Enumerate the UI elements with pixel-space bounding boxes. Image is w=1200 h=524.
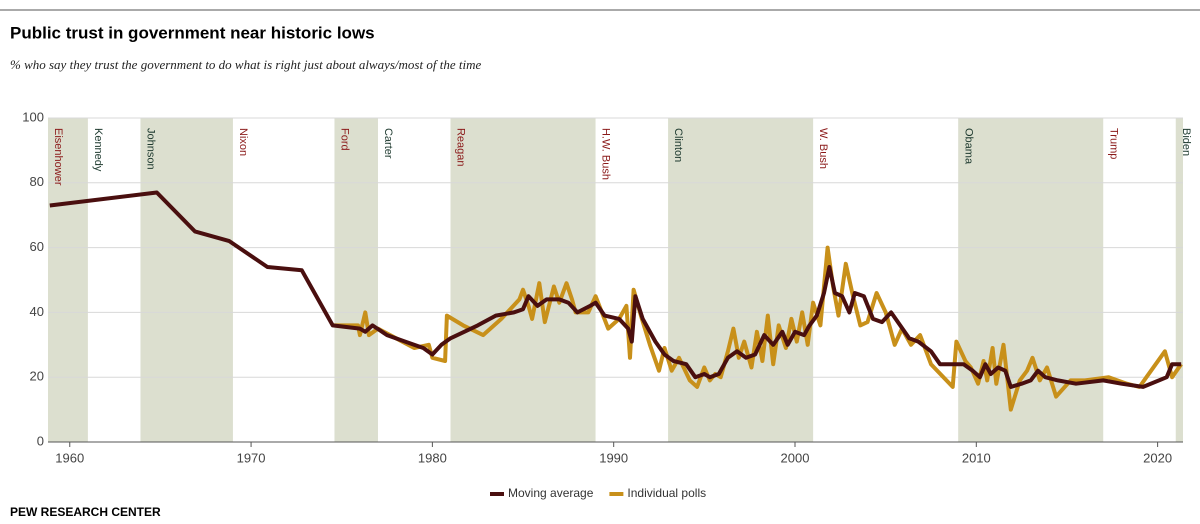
y-tick-label: 0 bbox=[37, 433, 44, 448]
series-line bbox=[49, 190, 1182, 389]
period-band bbox=[450, 118, 596, 442]
period-label: Nixon bbox=[237, 128, 249, 156]
legend-label: Individual polls bbox=[627, 486, 706, 500]
x-tick-label: 1960 bbox=[55, 450, 84, 465]
period-band bbox=[668, 118, 814, 442]
period-band bbox=[1175, 118, 1183, 442]
period-label: Biden bbox=[1180, 128, 1192, 156]
y-tick-label: 100 bbox=[22, 109, 44, 124]
x-tick-label: 1980 bbox=[418, 450, 447, 465]
chart-subtitle: % who say they trust the government to d… bbox=[10, 57, 481, 72]
period-label: Trump bbox=[1107, 128, 1119, 159]
period-band bbox=[48, 118, 88, 442]
period-label: W. Bush bbox=[817, 128, 829, 169]
x-tick-label: 1970 bbox=[237, 450, 266, 465]
period-label: Kennedy bbox=[92, 128, 104, 172]
period-band bbox=[334, 118, 378, 442]
legend-label: Moving average bbox=[508, 486, 594, 500]
y-tick-label: 20 bbox=[30, 369, 44, 384]
chart-title: Public trust in government near historic… bbox=[10, 23, 375, 42]
period-label: Eisenhower bbox=[52, 128, 64, 186]
period-label: Reagan bbox=[455, 128, 467, 167]
period-label: Ford bbox=[339, 128, 351, 151]
x-tick-label: 2000 bbox=[781, 450, 810, 465]
bands bbox=[48, 118, 1183, 442]
labels: Eisenhower Kennedy Johnson Nixon Ford Carter R… bbox=[22, 109, 1192, 500]
x-tick-label: 2020 bbox=[1143, 450, 1172, 465]
period-band bbox=[140, 118, 233, 442]
period-label: Clinton bbox=[672, 128, 684, 162]
source: PEW RESEARCH CENTER bbox=[10, 505, 161, 519]
y-tick-label: 60 bbox=[30, 239, 44, 254]
period-label: H.W. Bush bbox=[600, 128, 612, 180]
period-band bbox=[958, 118, 1104, 442]
x-tick-label: 2010 bbox=[962, 450, 991, 465]
x-tick-label: 1990 bbox=[599, 450, 628, 465]
period-label: Obama bbox=[962, 128, 974, 165]
y-tick-label: 80 bbox=[30, 174, 44, 189]
y-tick-label: 40 bbox=[30, 304, 44, 319]
lines bbox=[49, 190, 1183, 412]
period-label: Carter bbox=[382, 128, 394, 159]
period-label: Johnson bbox=[145, 128, 157, 170]
